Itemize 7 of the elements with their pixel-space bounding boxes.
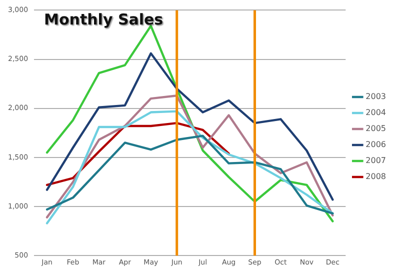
legend-label: 2006 — [366, 140, 386, 150]
legend-label: 2003 — [366, 92, 386, 102]
legend-label: 2005 — [366, 124, 386, 134]
legend-label: 2007 — [366, 156, 386, 166]
legend-label: 2004 — [366, 108, 386, 118]
chart-title: Monthly Sales — [44, 10, 164, 29]
legend-label: 2008 — [366, 172, 386, 182]
